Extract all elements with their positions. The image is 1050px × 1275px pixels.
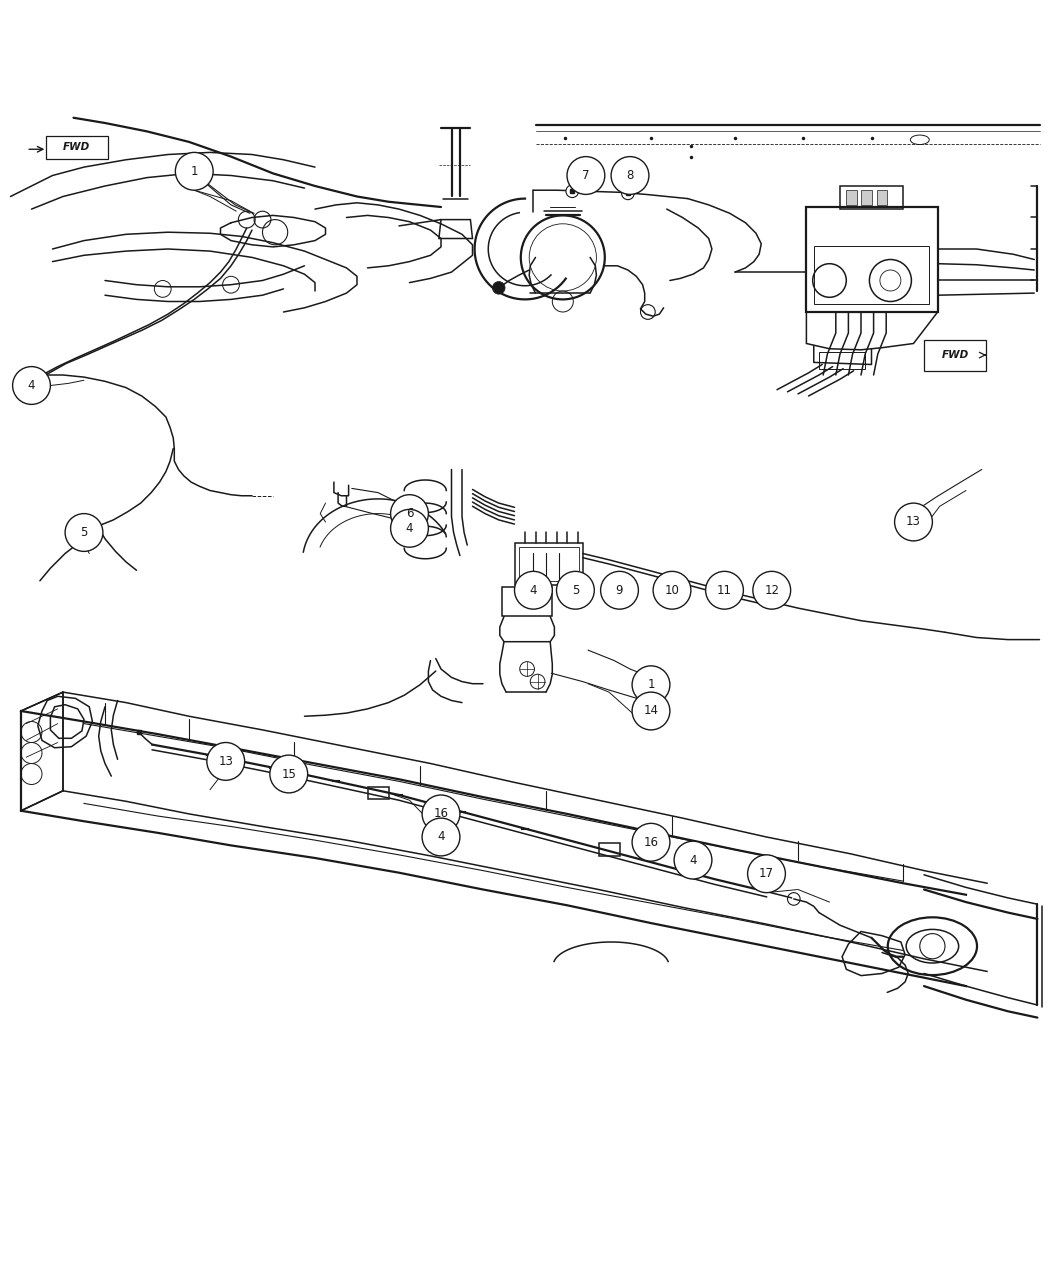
Text: 4: 4	[27, 379, 36, 391]
Circle shape	[753, 571, 791, 609]
Bar	[846, 190, 857, 205]
Circle shape	[514, 571, 552, 609]
Text: 10: 10	[665, 584, 679, 597]
Circle shape	[13, 367, 50, 404]
Circle shape	[567, 157, 605, 194]
Bar	[514, 543, 583, 585]
Text: FWD: FWD	[63, 142, 90, 152]
Circle shape	[674, 842, 712, 878]
Text: 12: 12	[764, 584, 779, 597]
Circle shape	[556, 571, 594, 609]
Circle shape	[895, 504, 932, 541]
Bar	[502, 586, 552, 617]
Text: 4: 4	[437, 830, 445, 844]
Text: 16: 16	[434, 807, 448, 820]
Bar	[519, 547, 579, 581]
Circle shape	[706, 571, 743, 609]
Circle shape	[391, 495, 428, 533]
Text: 5: 5	[80, 527, 88, 539]
Bar	[877, 190, 887, 205]
Circle shape	[422, 796, 460, 833]
Text: 13: 13	[906, 515, 921, 529]
Text: 4: 4	[405, 521, 414, 534]
Text: 9: 9	[615, 584, 624, 597]
Circle shape	[270, 755, 308, 793]
Text: 1: 1	[190, 164, 198, 177]
Text: 17: 17	[759, 867, 774, 880]
Circle shape	[492, 282, 505, 295]
Circle shape	[566, 185, 579, 198]
Circle shape	[65, 514, 103, 551]
Text: 13: 13	[218, 755, 233, 768]
Circle shape	[632, 666, 670, 704]
Bar	[814, 246, 929, 303]
Bar	[598, 843, 620, 856]
Text: 15: 15	[281, 768, 296, 780]
Text: 1: 1	[647, 678, 655, 691]
FancyBboxPatch shape	[924, 340, 986, 371]
Circle shape	[632, 692, 670, 729]
Text: 7: 7	[582, 170, 590, 182]
Circle shape	[601, 571, 638, 609]
Text: 5: 5	[571, 584, 580, 597]
Bar	[368, 787, 388, 799]
Text: 6: 6	[405, 507, 414, 520]
Text: 8: 8	[626, 170, 634, 182]
Bar	[819, 352, 865, 368]
Circle shape	[207, 742, 245, 780]
Text: 11: 11	[717, 584, 732, 597]
Circle shape	[622, 187, 634, 200]
Circle shape	[611, 157, 649, 194]
Circle shape	[391, 510, 428, 547]
Text: 4: 4	[529, 584, 538, 597]
Text: FWD: FWD	[942, 351, 969, 360]
Bar	[806, 207, 938, 312]
Circle shape	[653, 571, 691, 609]
FancyBboxPatch shape	[46, 135, 108, 158]
Bar	[840, 186, 903, 209]
Circle shape	[632, 824, 670, 861]
Text: 4: 4	[689, 853, 697, 867]
Text: 16: 16	[644, 835, 658, 849]
Circle shape	[175, 153, 213, 190]
Circle shape	[422, 819, 460, 856]
Bar	[861, 190, 872, 205]
Text: 14: 14	[644, 705, 658, 718]
Circle shape	[748, 854, 785, 892]
